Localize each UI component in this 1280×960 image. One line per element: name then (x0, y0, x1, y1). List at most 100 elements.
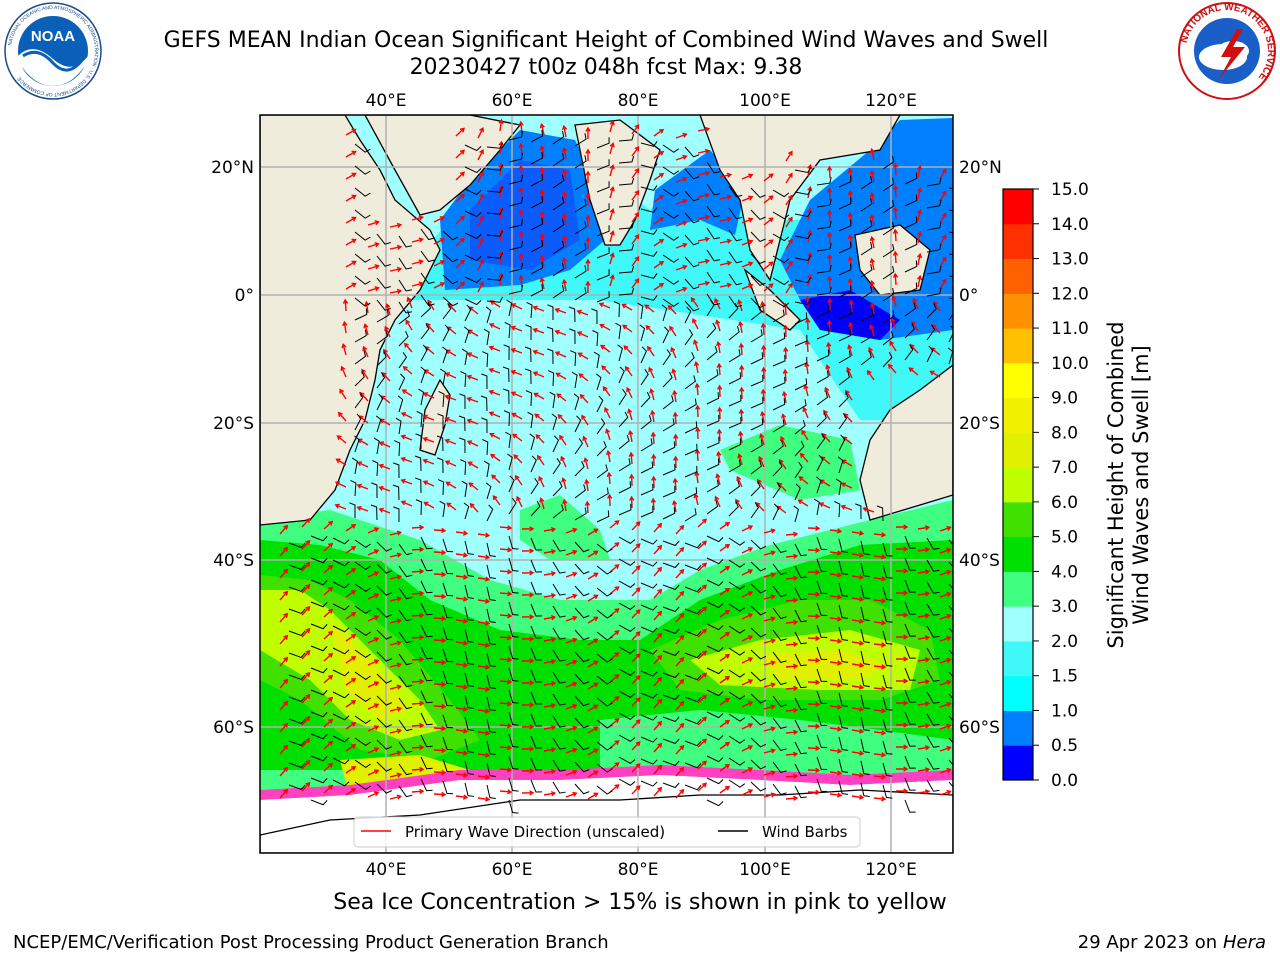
wave-arrow-head (328, 652, 334, 658)
wave-arrow (631, 763, 641, 773)
wind-barb (640, 648, 658, 655)
wave-arrow-head (748, 217, 754, 223)
wave-arrow-head (532, 305, 538, 311)
wave-arrow (345, 788, 356, 796)
colorbar-segment (1003, 640, 1033, 677)
wave-arrow (873, 687, 886, 690)
wave-arrow (364, 324, 369, 336)
wave-arrow (512, 433, 523, 442)
wave-arrow (631, 653, 641, 663)
wind-barb (882, 243, 895, 258)
wave-arrow (763, 639, 775, 644)
wave-arrow-head (396, 596, 402, 602)
wave-arrow (565, 528, 577, 534)
wind-barb (332, 691, 350, 699)
wave-arrow-head (793, 707, 799, 713)
lat-tick-left: 20°N (211, 158, 254, 178)
wave-arrow (917, 276, 921, 288)
wind-barb (483, 328, 490, 346)
wave-arrow-head (869, 257, 875, 264)
wave-arrow (917, 254, 921, 266)
wave-arrow (491, 474, 501, 484)
wave-arrow-head (682, 154, 688, 160)
wave-arrow-head (881, 598, 887, 604)
wave-arrow (675, 547, 684, 557)
wind-barb (414, 455, 422, 472)
wave-arrow (603, 386, 611, 397)
wave-arrow (511, 326, 523, 332)
wind-barb (728, 273, 743, 286)
wave-arrow (455, 597, 467, 601)
wave-arrow (565, 550, 577, 556)
wave-arrow (693, 340, 699, 352)
wave-arrow (609, 740, 619, 749)
wave-arrow-head (783, 346, 789, 352)
wind-barb (482, 439, 489, 456)
wave-arrow (631, 521, 641, 531)
wave-arrow-head (328, 718, 334, 724)
wave-arrow (279, 767, 288, 777)
wave-arrow (806, 340, 809, 353)
wave-arrow-head (400, 434, 406, 440)
wave-arrow (563, 148, 567, 160)
wave-arrow-head (802, 406, 808, 412)
wind-barb (860, 197, 873, 212)
wave-arrow (849, 279, 853, 291)
wind-barb (904, 579, 916, 593)
wave-arrow (477, 621, 489, 625)
wave-arrow-head (726, 260, 733, 266)
wave-arrow (653, 523, 662, 533)
wave-arrow-head (797, 499, 803, 505)
wave-arrow-head (924, 657, 931, 663)
wave-arrow (455, 641, 467, 645)
wave-arrow (543, 682, 555, 686)
wave-arrow (279, 745, 288, 755)
wind-barb (794, 785, 807, 799)
wave-arrow-head (903, 788, 909, 794)
wave-arrow-head (836, 594, 843, 600)
wave-arrow-head (462, 750, 469, 756)
wind-barb (437, 457, 444, 474)
wind-barb (310, 557, 328, 564)
wind-barb (904, 777, 916, 791)
wave-arrow-head (768, 195, 774, 201)
wave-arrow-head (761, 366, 767, 372)
wave-arrow (448, 303, 457, 313)
wave-arrow-head (840, 482, 847, 488)
wave-arrow (741, 547, 753, 554)
wave-arrow-head (479, 258, 484, 265)
wave-arrow (301, 562, 310, 572)
wind-barb (816, 558, 828, 573)
wind-barb (371, 482, 378, 499)
wave-arrow (917, 790, 929, 794)
wind-barb (793, 505, 800, 523)
wind-barb (662, 738, 680, 745)
wind-barb (332, 713, 350, 721)
wave-arrow (785, 709, 798, 712)
wind-barb (926, 345, 934, 363)
wave-arrow-head (760, 410, 766, 417)
wind-barb (354, 539, 371, 548)
wind-barb (835, 478, 842, 496)
wind-barb (288, 630, 306, 637)
wave-arrow-head (498, 206, 504, 213)
wind-barb (508, 535, 519, 550)
wave-arrow-head (510, 325, 516, 331)
wind-barb (530, 537, 542, 551)
wave-arrow (653, 567, 662, 577)
wave-arrow-head (881, 730, 887, 736)
wave-arrow-head (418, 281, 424, 287)
wave-arrow (697, 237, 709, 242)
wave-arrow (433, 282, 445, 289)
wind-barb (461, 480, 468, 498)
wave-arrow-head (305, 605, 311, 611)
wind-barb (464, 232, 482, 240)
wave-arrow (607, 451, 611, 463)
wave-arrow (785, 731, 798, 734)
wave-arrow (939, 702, 951, 708)
wave-arrow-head (396, 222, 403, 229)
wave-arrow (411, 260, 423, 265)
wind-barb (420, 646, 433, 660)
wind-barb (640, 483, 654, 496)
lon-tick-bottom: 100°E (739, 860, 791, 880)
